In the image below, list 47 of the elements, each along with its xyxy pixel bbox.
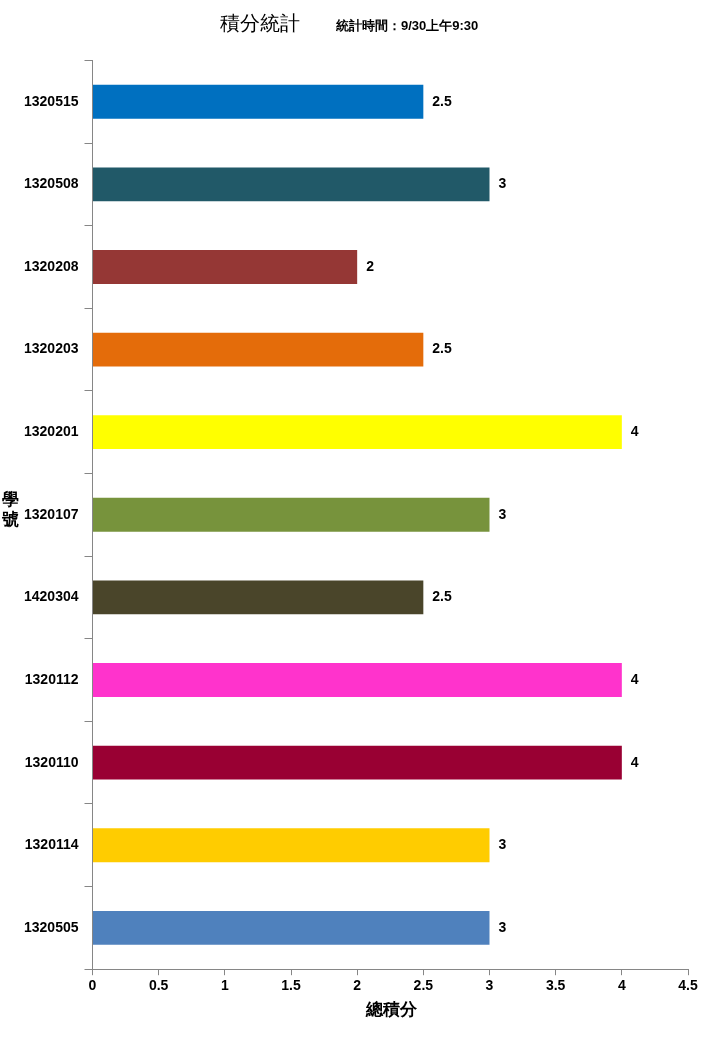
y-tick-label: 1320505 bbox=[23, 918, 79, 935]
bar bbox=[93, 250, 358, 284]
x-tick-label: 4 bbox=[617, 977, 626, 994]
data-label: 2.5 bbox=[432, 588, 453, 605]
bar bbox=[93, 84, 424, 119]
chart-subtitle: 統計時間：9/30上午9:30 bbox=[336, 17, 479, 35]
bar bbox=[93, 497, 490, 532]
x-tick-label: 2 bbox=[353, 977, 362, 994]
x-tick-label: 4.5 bbox=[678, 977, 698, 994]
data-label: 3 bbox=[498, 918, 507, 935]
x-tick-label: 0.5 bbox=[148, 977, 169, 994]
data-label: 4 bbox=[630, 753, 639, 770]
bar bbox=[93, 663, 622, 697]
x-tick-label: 1.5 bbox=[281, 977, 301, 994]
y-tick-label: 1320515 bbox=[23, 92, 79, 109]
y-tick-label: 1320112 bbox=[24, 670, 79, 687]
bar bbox=[93, 910, 490, 945]
bar bbox=[93, 415, 622, 450]
data-label: 2.5 bbox=[432, 340, 453, 357]
data-label: 2.5 bbox=[432, 92, 453, 109]
x-tick-label: 2.5 bbox=[413, 977, 434, 994]
y-tick-label: 1320201 bbox=[23, 423, 79, 440]
data-label: 4 bbox=[630, 670, 639, 687]
data-label: 3 bbox=[498, 836, 507, 853]
bar bbox=[93, 332, 424, 367]
y-tick-label: 1320508 bbox=[23, 175, 79, 192]
y-axis-title: 學號 bbox=[2, 490, 20, 530]
y-tick-label: 1320208 bbox=[23, 257, 79, 274]
bar bbox=[93, 828, 490, 863]
data-label: 2 bbox=[366, 257, 375, 274]
y-tick-label: 1320110 bbox=[24, 753, 79, 770]
chart-title: 積分統計 bbox=[220, 11, 300, 36]
data-label: 4 bbox=[630, 423, 639, 440]
bar bbox=[93, 745, 622, 780]
x-tick-label: 1 bbox=[220, 977, 229, 994]
x-tick-label: 0 bbox=[88, 977, 97, 994]
y-tick-label: 1320203 bbox=[23, 340, 79, 357]
x-axis-title: 總積分 bbox=[364, 999, 418, 1021]
y-tick-label: 1420304 bbox=[23, 588, 79, 605]
bar bbox=[93, 167, 490, 202]
y-tick-label: 1320107 bbox=[23, 505, 79, 522]
x-tick-label: 3.5 bbox=[545, 977, 566, 994]
data-label: 3 bbox=[498, 175, 507, 192]
x-tick-label: 3 bbox=[485, 977, 494, 994]
data-label: 3 bbox=[498, 505, 507, 522]
bar bbox=[93, 580, 424, 615]
y-tick-label: 1320114 bbox=[24, 836, 79, 853]
